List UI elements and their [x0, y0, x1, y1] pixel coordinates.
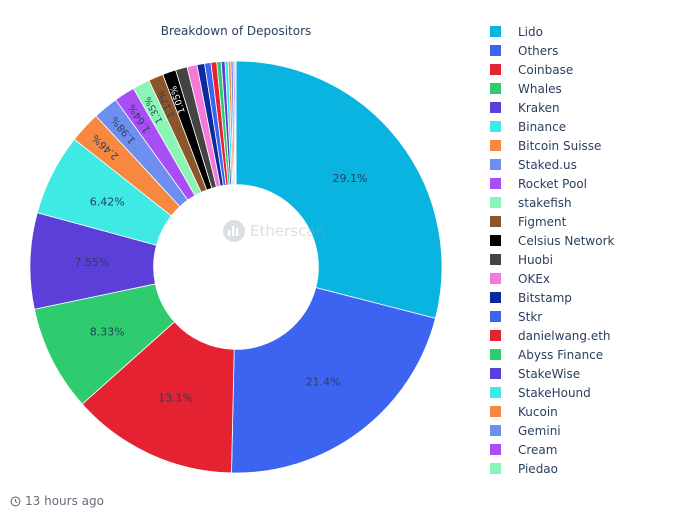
legend-label: Gemini: [518, 423, 561, 438]
slice-label-kraken: 7.55%: [74, 256, 109, 269]
legend-label: Cream: [518, 442, 558, 457]
legend-label: StakeHound: [518, 385, 591, 400]
slice-label-whales: 8.33%: [90, 325, 125, 338]
slice-label-coinbase: 13.1%: [158, 391, 193, 404]
legend-item-staked-us[interactable]: Staked.us: [490, 155, 614, 174]
legend-label: Rocket Pool: [518, 176, 587, 191]
chart-title: Breakdown of Depositors: [160, 24, 312, 38]
legend-item-stakewise[interactable]: StakeWise: [490, 364, 614, 383]
legend-label: Celsius Network: [518, 233, 615, 248]
legend-item-okex[interactable]: OKEx: [490, 269, 614, 288]
slice-label-others: 21.4%: [306, 375, 341, 388]
legend-swatch: [490, 406, 501, 417]
legend-label: StakeWise: [518, 366, 581, 381]
legend-item-abyss-finance[interactable]: Abyss Finance: [490, 345, 614, 364]
legend-label: Binance: [518, 119, 567, 134]
legend-label: Kraken: [518, 100, 560, 115]
legend-swatch: [490, 444, 501, 455]
watermark-logo-icon: [223, 220, 245, 242]
legend-item-rocket-pool[interactable]: Rocket Pool: [490, 174, 614, 193]
watermark: Etherscan: [223, 220, 325, 242]
legend-swatch: [490, 64, 501, 75]
legend-swatch: [490, 292, 501, 303]
legend-label: Figment: [518, 214, 567, 229]
legend-swatch: [490, 140, 501, 151]
legend-label: Bitcoin Suisse: [518, 138, 602, 153]
legend-swatch: [490, 121, 501, 132]
legend-swatch: [490, 387, 501, 398]
legend-swatch: [490, 83, 501, 94]
legend-label: Whales: [518, 81, 562, 96]
legend-item-figment[interactable]: Figment: [490, 212, 614, 231]
legend-swatch: [490, 197, 501, 208]
legend-item-coinbase[interactable]: Coinbase: [490, 60, 614, 79]
legend-item-others[interactable]: Others: [490, 41, 614, 60]
legend-item-bitstamp[interactable]: Bitstamp: [490, 288, 614, 307]
watermark-text: Etherscan: [250, 222, 325, 240]
legend-item-piedao[interactable]: Piedao: [490, 459, 614, 478]
legend-item-binance[interactable]: Binance: [490, 117, 614, 136]
legend: Lido Others Coinbase Whales Kraken Binance Bit…: [490, 22, 614, 478]
legend-item-stkr[interactable]: Stkr: [490, 307, 614, 326]
legend-swatch: [490, 216, 501, 227]
footer: 13 hours ago: [10, 494, 104, 508]
legend-swatch: [490, 26, 501, 37]
legend-item-kucoin[interactable]: Kucoin: [490, 402, 614, 421]
slice-lido[interactable]: [235, 60, 443, 319]
legend-label: Coinbase: [518, 62, 574, 77]
legend-label: Abyss Finance: [518, 347, 604, 362]
legend-swatch: [490, 102, 501, 113]
legend-item-stakehound[interactable]: StakeHound: [490, 383, 614, 402]
legend-label: OKEx: [518, 271, 550, 286]
legend-swatch: [490, 368, 501, 379]
legend-swatch: [490, 45, 501, 56]
legend-item-whales[interactable]: Whales: [490, 79, 614, 98]
legend-swatch: [490, 178, 501, 189]
last-updated-text: 13 hours ago: [25, 494, 104, 508]
legend-item-kraken[interactable]: Kraken: [490, 98, 614, 117]
legend-label: Staked.us: [518, 157, 577, 172]
legend-label: Stkr: [518, 309, 543, 324]
legend-label: Others: [518, 43, 559, 58]
legend-label: Piedao: [518, 461, 559, 476]
legend-label: Huobi: [518, 252, 553, 267]
slice-label-binance: 6.42%: [90, 195, 125, 208]
legend-item-danielwang-eth[interactable]: danielwang.eth: [490, 326, 614, 345]
legend-swatch: [490, 330, 501, 341]
legend-swatch: [490, 254, 501, 265]
legend-item-celsius-network[interactable]: Celsius Network: [490, 231, 614, 250]
slice-label-lido: 29.1%: [332, 172, 367, 185]
legend-label: danielwang.eth: [518, 328, 611, 343]
slice-group: [29, 60, 443, 474]
legend-swatch: [490, 311, 501, 322]
legend-swatch: [490, 235, 501, 246]
donut-chart: Etherscan 29.1% 21.4% 13.1% 8.33% 7.55% 6.42%…: [29, 60, 443, 474]
legend-item-bitcoin-suisse[interactable]: Bitcoin Suisse: [490, 136, 614, 155]
legend-item-lido[interactable]: Lido: [490, 22, 614, 41]
legend-label: Bitstamp: [518, 290, 572, 305]
slice-piedao[interactable]: [234, 60, 237, 186]
legend-item-cream[interactable]: Cream: [490, 440, 614, 459]
legend-swatch: [490, 425, 501, 436]
slice-coinbase[interactable]: [81, 321, 235, 474]
legend-label: Kucoin: [518, 404, 558, 419]
slice-others[interactable]: [231, 287, 436, 474]
legend-item-stakefish[interactable]: stakefish: [490, 193, 614, 212]
legend-item-gemini[interactable]: Gemini: [490, 421, 614, 440]
legend-label: Lido: [518, 24, 543, 39]
legend-swatch: [490, 159, 501, 170]
legend-item-huobi[interactable]: Huobi: [490, 250, 614, 269]
legend-swatch: [490, 463, 501, 474]
legend-swatch: [490, 273, 501, 284]
clock-icon: [10, 496, 21, 506]
legend-label: stakefish: [518, 195, 572, 210]
legend-swatch: [490, 349, 501, 360]
